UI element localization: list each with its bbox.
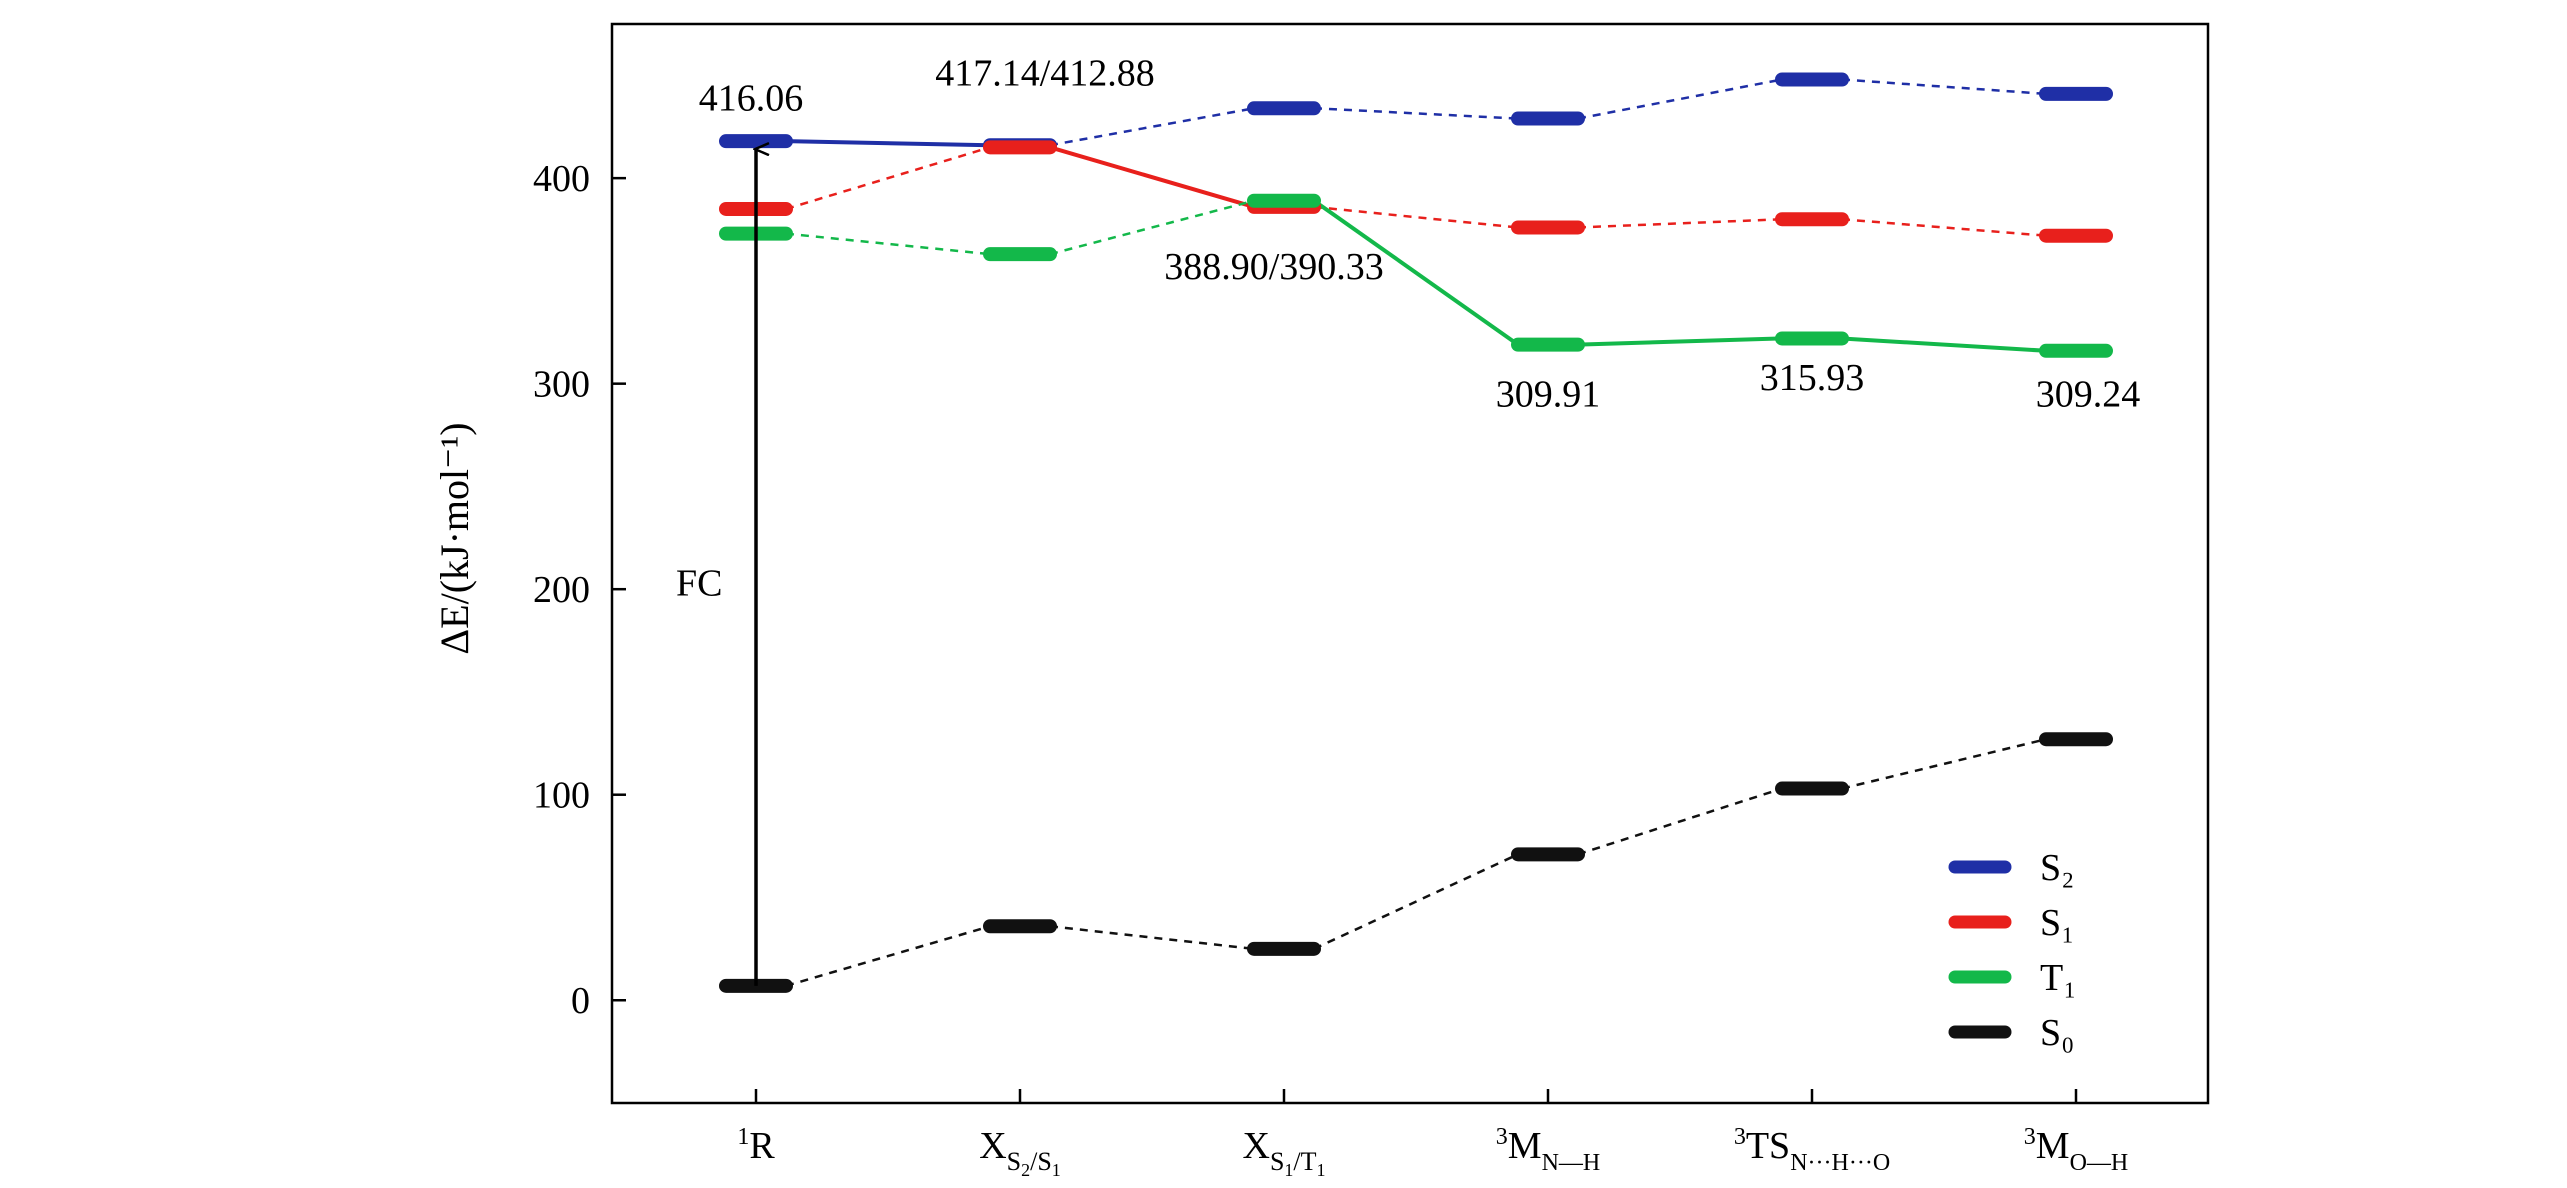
y-axis: 0 100 200 300 400: [533, 158, 626, 1022]
connector-s0: [785, 925, 991, 988]
y-tick-label: 100: [533, 775, 590, 817]
connector-s2: [1577, 78, 1783, 120]
x-category-label: 1R: [737, 1124, 775, 1167]
connector-s2: [1049, 107, 1255, 147]
y-tick-label: 300: [533, 364, 590, 406]
value-annotation: 309.24: [2036, 373, 2141, 415]
plot-frame: [610, 22, 2210, 1105]
connector-s0: [1577, 787, 1783, 856]
connector-s1: [1577, 217, 1783, 229]
connector-t1: [785, 232, 991, 256]
x-category-label: 3MO—H: [2024, 1124, 2128, 1176]
connector-t1: [1049, 199, 1255, 256]
x-category-label: XS2/S1: [979, 1125, 1061, 1180]
connector-s0: [1313, 853, 1519, 950]
connector-s2: [1841, 78, 2047, 96]
legend-label-s0: S₀: [2040, 1012, 2074, 1054]
plot-frame-rect: [610, 22, 2210, 1105]
connector-s1: [785, 146, 991, 211]
y-tick-label: 400: [533, 158, 590, 200]
fc-label: FC: [676, 562, 722, 604]
x-category-label: 3MN—H: [1496, 1124, 1600, 1176]
connector-s2: [785, 139, 991, 148]
value-annotation: 309.91: [1496, 373, 1601, 415]
y-tick-label: 200: [533, 569, 590, 611]
x-axis: 1R XS2/S1 XS1/T1 3MN—H 3TSN···H···O 3MO—H: [737, 1089, 2128, 1180]
connector-s0: [1841, 738, 2047, 790]
x-category-label: XS1/T1: [1242, 1125, 1325, 1180]
connector-s0: [1049, 925, 1255, 951]
value-annotation: 416.06: [699, 77, 804, 119]
value-annotation: 417.14/412.88: [935, 53, 1155, 95]
connector-t1: [1841, 336, 2047, 353]
value-annotations: 416.06 417.14/412.88 388.90/390.33 309.91 31…: [676, 53, 2140, 605]
y-axis-title: ΔE/(kJ·mol⁻¹): [432, 422, 477, 654]
connector-t1: [1312, 199, 1520, 347]
y-tick-label: 0: [571, 980, 590, 1022]
x-category-label: 3TSN···H···O: [1734, 1124, 1890, 1176]
y-axis-title-group: ΔE/(kJ·mol⁻¹): [432, 422, 477, 654]
value-annotation: 388.90/390.33: [1164, 246, 1384, 288]
legend-label-s2: S₂: [2040, 847, 2074, 889]
legend-label-s1: S₁: [2040, 902, 2074, 944]
connector-s1: [1049, 145, 1255, 209]
connector-s1: [1841, 218, 2047, 237]
energy-levels: [719, 72, 2113, 993]
connector-t1: [1577, 336, 1783, 347]
connector-s2: [1313, 107, 1519, 120]
series-connectors: [785, 78, 2047, 988]
legend: S₂ S₁ T₁ S₀: [1948, 847, 2076, 1054]
legend-label-t1: T₁: [2040, 957, 2076, 999]
connector-s1: [1313, 205, 1519, 229]
value-annotation: 315.93: [1760, 357, 1865, 399]
